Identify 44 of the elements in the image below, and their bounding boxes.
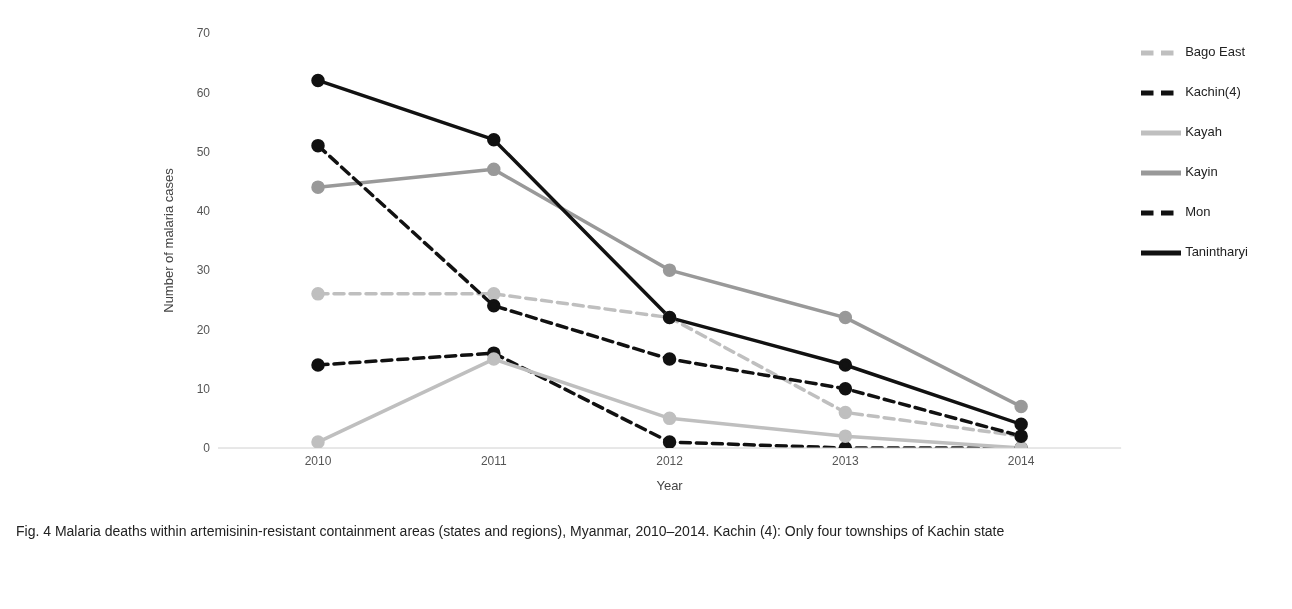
point (838, 358, 853, 372)
legend-label: Tanintharyi (1185, 244, 1248, 260)
point (838, 381, 853, 396)
point (662, 411, 677, 426)
x-tick-label: 2010 (304, 453, 332, 468)
point (1014, 399, 1028, 414)
point (487, 162, 501, 177)
x-tick-label: 2011 (480, 453, 508, 468)
point (662, 352, 677, 366)
point (487, 287, 501, 301)
point (838, 429, 853, 443)
x-tick-label: 2014 (1007, 453, 1035, 468)
y-tick-label: 60 (196, 85, 211, 100)
point (487, 352, 501, 366)
point (311, 138, 325, 153)
legend-label: Kayin (1185, 164, 1218, 180)
y-tick-label: 70 (196, 26, 211, 41)
point (311, 358, 325, 372)
point (311, 73, 325, 88)
legend-label: Kayah (1185, 124, 1222, 140)
y-tick-label: 10 (196, 381, 211, 396)
legend-label: Mon (1185, 204, 1211, 220)
point (1014, 417, 1028, 432)
point (311, 435, 325, 448)
y-axis-title: Number of malaria cases (160, 167, 176, 313)
point (838, 310, 853, 325)
caption: Fig. 4 Malaria deaths within artemisinin-resistant containment areas (states and regions), Myanmar, 2010–2014. Kachin (4): Only four townships of Kachin state (16, 522, 1006, 541)
y-tick-label: 0 (203, 441, 211, 456)
point (487, 132, 501, 147)
point (311, 287, 325, 301)
y-tick-label: 40 (196, 204, 211, 219)
point (662, 263, 677, 277)
point (487, 298, 501, 313)
y-tick-label: 50 (196, 144, 211, 159)
x-tick-label: 2013 (831, 453, 860, 468)
x-axis-title: Year (656, 478, 684, 493)
x-tick-label: 2012 (656, 453, 684, 468)
y-tick-label: 30 (196, 263, 211, 278)
legend-label: Kachin(4) (1185, 84, 1241, 100)
point (311, 180, 325, 194)
point (662, 435, 677, 448)
point (838, 405, 853, 420)
y-tick-label: 20 (196, 322, 211, 337)
legend-label: Bago East (1185, 44, 1246, 60)
